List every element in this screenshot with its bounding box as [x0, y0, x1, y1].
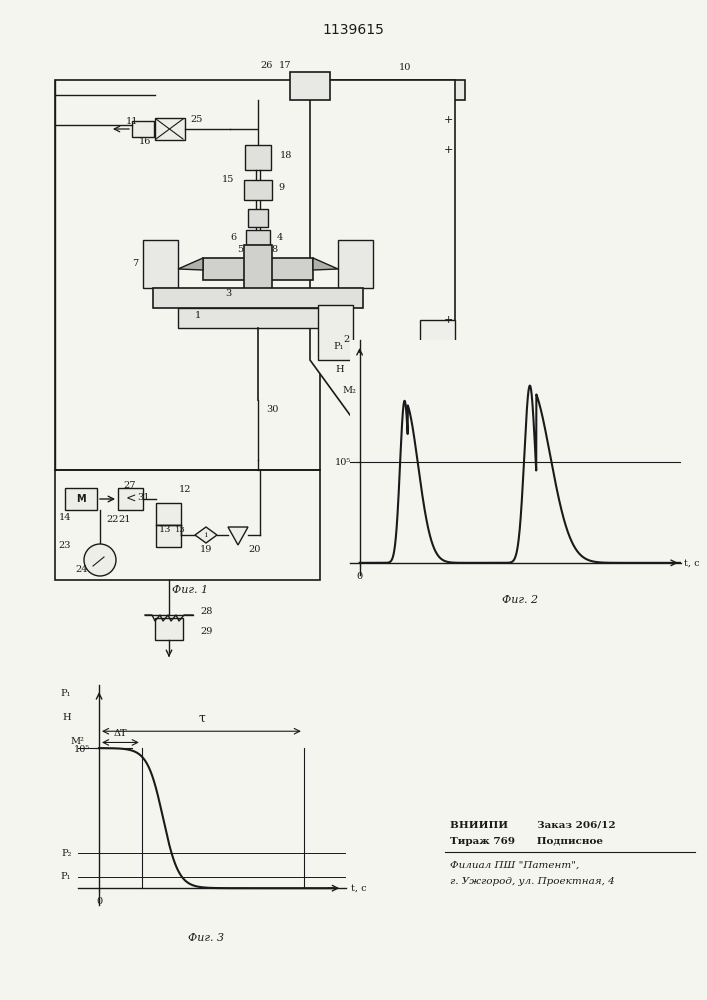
Text: +: + [443, 315, 452, 325]
Text: 10: 10 [399, 64, 411, 73]
Bar [203, 258, 313, 280]
Text: 13: 13 [175, 526, 185, 534]
Bar [155, 618, 183, 640]
Text: Филиал ПШ "Патент",: Филиал ПШ "Патент", [450, 860, 579, 869]
Bar [153, 288, 363, 308]
Polygon shape [195, 527, 217, 543]
Text: 13: 13 [159, 526, 171, 534]
Text: +: + [443, 145, 452, 155]
Text: Тираж 769      Подписное: Тираж 769 Подписное [450, 838, 603, 846]
Bar [420, 360, 455, 390]
Bar [178, 308, 338, 328]
Text: H: H [335, 365, 344, 374]
Text: 23: 23 [59, 540, 71, 550]
Text: 25: 25 [191, 115, 203, 124]
Bar [290, 72, 330, 100]
Text: 29: 29 [200, 628, 212, 637]
Bar [55, 80, 320, 470]
Text: 15: 15 [222, 176, 234, 184]
Text: P₁: P₁ [61, 872, 71, 881]
Text: 5: 5 [237, 245, 243, 254]
Text: Фиг. 3: Фиг. 3 [187, 933, 224, 943]
Bar [245, 145, 271, 170]
Text: +: + [443, 115, 452, 125]
Text: M: M [76, 494, 86, 504]
Bar [338, 240, 373, 288]
Text: ΔT: ΔT [114, 729, 127, 738]
Bar [244, 245, 272, 295]
Bar [55, 470, 320, 580]
Text: 26: 26 [261, 60, 273, 70]
Text: τ: τ [198, 711, 205, 724]
Text: 2: 2 [343, 336, 349, 344]
Text: P₁: P₁ [61, 689, 71, 698]
Text: 21: 21 [119, 516, 132, 524]
Text: 14: 14 [59, 514, 71, 522]
Text: 8: 8 [271, 245, 277, 254]
Polygon shape [310, 80, 455, 470]
Bar [318, 305, 353, 360]
Bar [143, 240, 178, 288]
Text: 17: 17 [279, 60, 291, 70]
Text: t, c: t, c [351, 884, 366, 893]
Text: 1: 1 [195, 310, 201, 320]
Text: 11: 11 [126, 117, 138, 126]
Text: 12: 12 [179, 486, 192, 494]
Text: +: + [443, 345, 452, 355]
Text: 19: 19 [200, 546, 212, 554]
Text: 18: 18 [280, 150, 293, 159]
Text: 16: 16 [139, 137, 151, 146]
Bar [244, 180, 272, 200]
Text: 4: 4 [277, 233, 283, 242]
Text: M₂: M₂ [342, 386, 356, 395]
Bar [132, 121, 154, 137]
Polygon shape [228, 527, 248, 545]
Bar [156, 503, 181, 525]
Bar [118, 488, 143, 510]
Text: 20: 20 [248, 546, 260, 554]
Text: ВНИИПИ        Заказ 206/12: ВНИИПИ Заказ 206/12 [450, 820, 616, 830]
Text: t, c: t, c [684, 558, 700, 567]
Text: Фиг. 1: Фиг. 1 [172, 585, 208, 595]
Text: 30: 30 [266, 406, 279, 414]
Bar [248, 209, 268, 227]
Text: 9: 9 [278, 182, 284, 192]
Text: P₂: P₂ [61, 849, 71, 858]
Polygon shape [313, 258, 338, 270]
Text: Фиг. 2: Фиг. 2 [502, 595, 538, 605]
Text: 3: 3 [225, 290, 231, 298]
Bar [420, 320, 455, 360]
Text: 7: 7 [132, 259, 138, 268]
Text: M²: M² [70, 737, 84, 746]
Text: H: H [63, 713, 71, 722]
Text: <: < [126, 492, 136, 506]
Text: 31: 31 [136, 493, 149, 502]
Bar [246, 230, 270, 245]
Text: 1139615: 1139615 [322, 23, 384, 37]
Text: 22: 22 [107, 516, 119, 524]
Bar [310, 80, 465, 100]
Text: 27: 27 [124, 481, 136, 489]
Text: i: i [205, 531, 207, 539]
Text: 24: 24 [76, 566, 88, 574]
Text: г. Ужгород, ул. Проектная, 4: г. Ужгород, ул. Проектная, 4 [450, 878, 615, 886]
Bar [156, 525, 181, 547]
Bar [65, 488, 97, 510]
Text: P₁: P₁ [333, 342, 344, 351]
Text: 6: 6 [230, 233, 236, 242]
Circle shape [84, 544, 116, 576]
Bar [155, 118, 185, 140]
Polygon shape [178, 258, 203, 270]
Text: 28: 28 [200, 607, 212, 616]
